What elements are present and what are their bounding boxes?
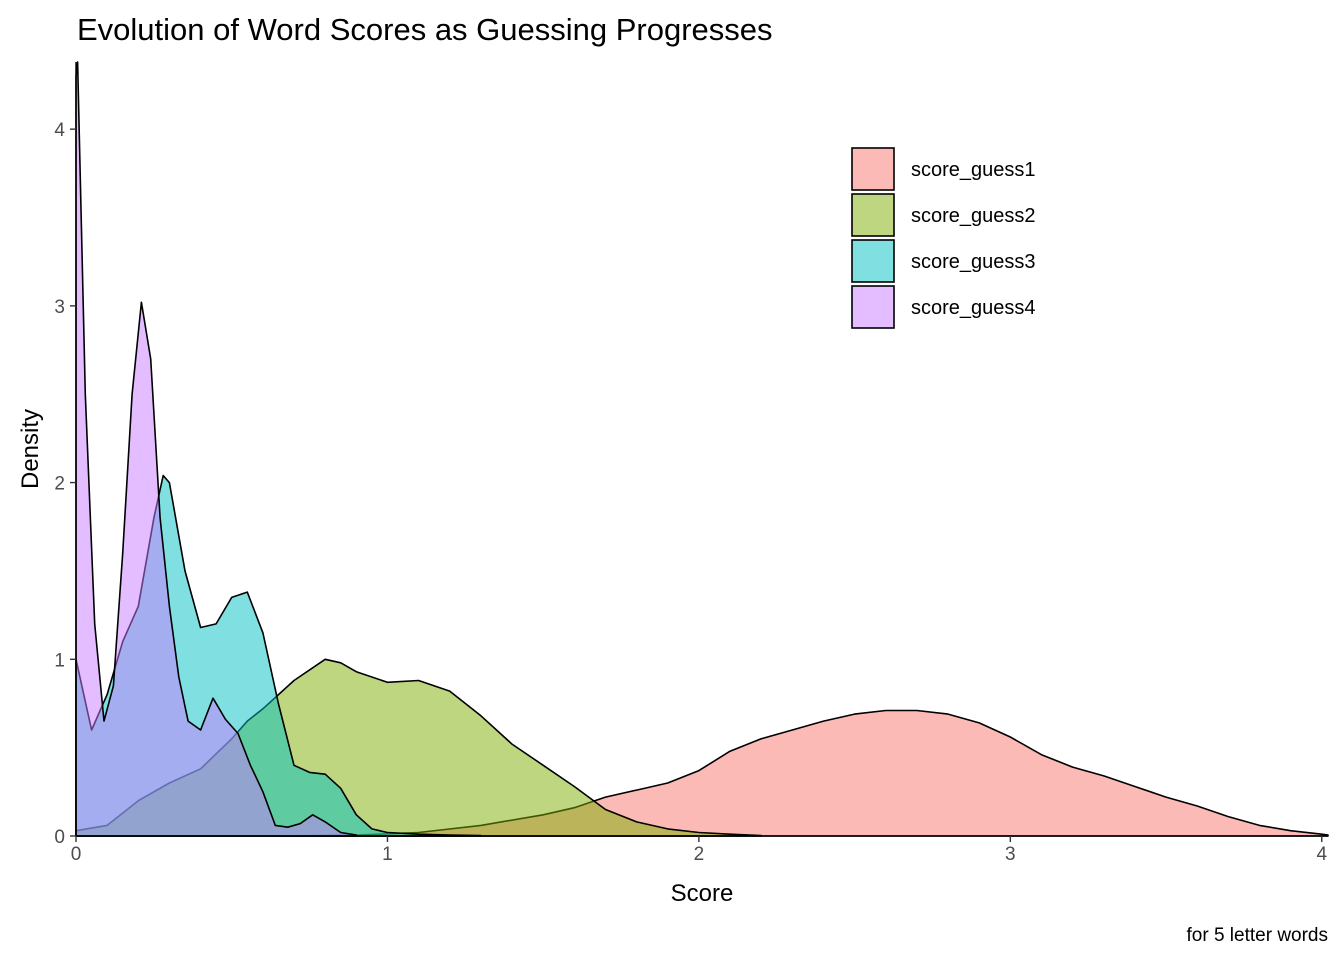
legend-key-score-guess2 xyxy=(851,193,895,237)
x-tick-label: 3 xyxy=(1005,844,1016,865)
y-tick-label: 1 xyxy=(54,650,65,671)
density-areas xyxy=(75,61,1329,837)
y-tick-label: 2 xyxy=(54,474,65,495)
y-axis-title: Density xyxy=(17,409,44,489)
y-axis-ticks: 0 1 2 3 4 xyxy=(54,120,76,848)
x-tick-label: 0 xyxy=(71,844,82,865)
legend-key-score-guess3 xyxy=(851,239,895,283)
x-axis-ticks: 0 1 2 3 4 xyxy=(71,836,1327,865)
density-area-score-guess4 xyxy=(75,61,358,837)
legend-label-score-guess4: score_guess4 xyxy=(911,297,1036,319)
legend: score_guess1 score_guess2 score_guess3scor… xyxy=(851,147,1036,329)
legend-label-score-guess3: score_guess3 xyxy=(911,251,1036,273)
y-tick-label: 3 xyxy=(54,297,65,318)
x-tick-label: 1 xyxy=(382,844,393,865)
legend-label-score-guess2: score_guess2 xyxy=(911,205,1036,227)
y-tick-label: 4 xyxy=(54,120,65,141)
chart-title: Evolution of Word Scores as Guessing Pro… xyxy=(77,12,773,47)
y-tick-label: 0 xyxy=(54,827,65,848)
x-tick-label: 2 xyxy=(694,844,705,865)
legend-key-score-guess1 xyxy=(851,147,895,191)
chart-caption: for 5 letter words xyxy=(1187,925,1329,946)
x-tick-label: 4 xyxy=(1316,844,1327,865)
legend-label-score-guess1: score_guess1 xyxy=(911,159,1036,181)
x-axis-title: Score xyxy=(671,880,734,907)
legend-key-score-guess4 xyxy=(851,285,895,329)
